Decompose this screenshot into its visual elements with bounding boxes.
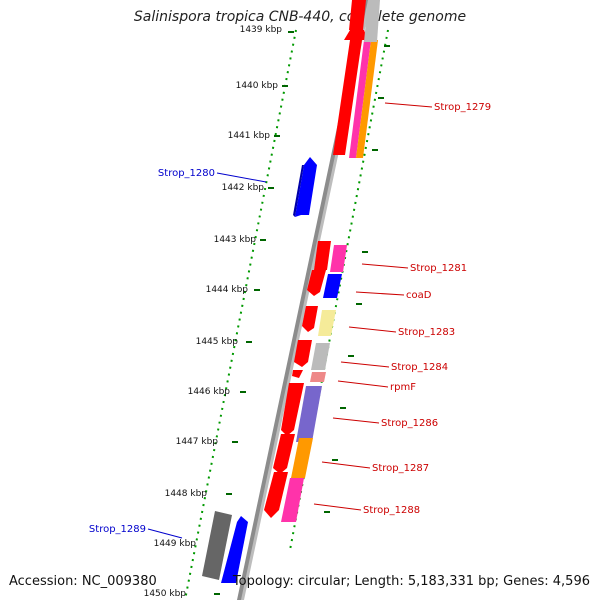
leader-line [384,102,433,108]
gene-label[interactable]: Strop_1280 [158,168,215,179]
gene-strop-1281[interactable] [314,241,347,272]
leader-line [348,326,397,333]
gene-label[interactable]: Strop_1281 [410,263,467,274]
kbp-tick-label: 1439 kbp [240,25,283,35]
kbp-tick-label: 1448 kbp [165,489,208,499]
gene-rpmF[interactable] [292,370,326,382]
gene-strop-1289[interactable] [202,511,248,583]
kbp-tick-label: 1446 kbp [188,387,231,397]
leader-line [147,528,183,539]
gene-strop-1280[interactable] [293,157,317,217]
gene-label[interactable]: coaD [406,290,432,301]
leader-line [216,172,267,183]
leader-line [332,417,380,424]
kbp-tick-label: 1444 kbp [206,285,249,295]
gene-strop-1284[interactable] [294,340,330,370]
kbp-tick-label: 1441 kbp [228,131,271,141]
kbp-tick-label: 1450 kbp [144,589,187,599]
leader-line [355,291,405,296]
kbp-tick-label: 1440 kbp [236,81,279,91]
gene-coaD[interactable] [307,270,342,298]
gene-label[interactable]: Strop_1284 [391,362,448,373]
leader-line [337,380,389,388]
kbp-tick-label: 1442 kbp [222,183,265,193]
kbp-tick-label: 1443 kbp [214,235,257,245]
gene-label[interactable]: Strop_1283 [398,327,455,338]
leader-line [361,263,409,269]
gene-strop-1279-cds[interactable] [333,0,380,158]
inner-guide-line [184,29,297,600]
gene-label[interactable]: Strop_1288 [363,505,420,516]
leader-line [340,361,390,368]
map-title: Salinispora tropica CNB-440, complete ge… [133,9,467,25]
gene-label[interactable]: Strop_1287 [372,463,429,474]
gene-strop-1286[interactable] [281,383,322,442]
kbp-tick-label: 1447 kbp [176,437,219,447]
leader-line [313,503,362,511]
gene-label[interactable]: rpmF [390,382,416,393]
kbp-tick-labels: 1439 kbp 1440 kbp 1441 kbp 1442 kbp 1443 kbp… [144,25,283,599]
leader-line [321,461,371,469]
kbp-tick-label: 1449 kbp [154,539,197,549]
gene-label[interactable]: Strop_1289 [89,524,146,535]
gene-strop-1288[interactable] [264,472,304,522]
gene-label[interactable]: Strop_1279 [434,102,491,113]
gene-label[interactable]: Strop_1286 [381,418,438,429]
gene-strop-1283[interactable] [302,306,336,336]
label-leaders [147,102,433,539]
gene-labels: Strop_1279 Strop_1281 coaD Strop_1283 Strop_… [89,102,491,535]
accession-label: Accession: NC_009380 [9,574,157,589]
genome-summary: Topology: circular; Length: 5,183,331 bp… [232,574,590,589]
gene-strop-1287[interactable] [273,434,313,478]
kbp-tick-label: 1445 kbp [196,337,239,347]
